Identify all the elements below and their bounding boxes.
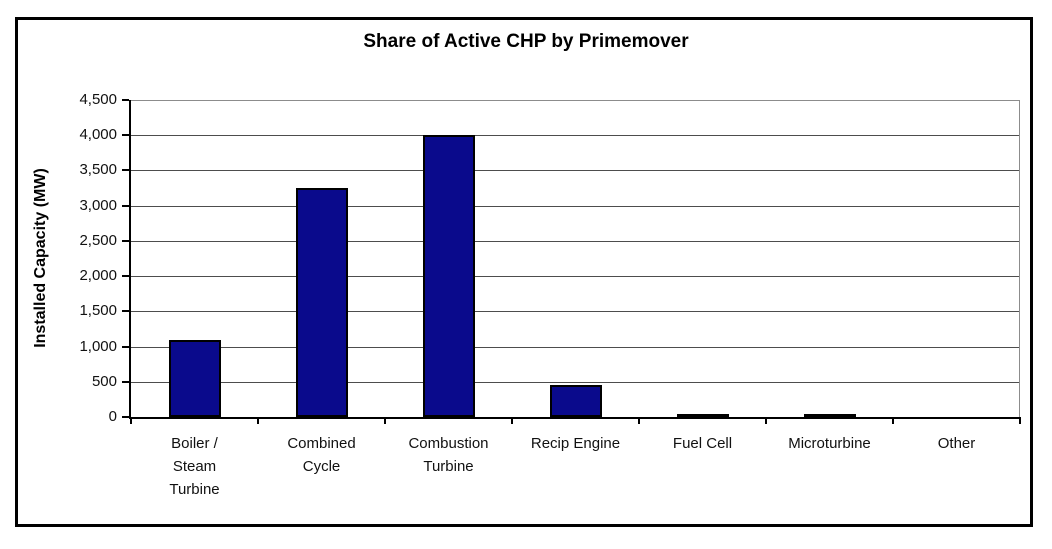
x-axis-label: Fuel Cell	[672, 435, 733, 452]
x-axis-line	[129, 417, 1020, 419]
y-tick-mark	[122, 380, 129, 383]
x-tick-mark	[384, 417, 386, 424]
x-tick-mark	[892, 417, 894, 424]
x-tick-mark	[257, 417, 259, 424]
plot-right-border	[1019, 100, 1020, 417]
y-tick-mark	[122, 134, 129, 137]
y-tick-mark	[122, 275, 129, 278]
bar	[803, 414, 856, 418]
gridline	[131, 346, 1020, 348]
bar	[168, 340, 221, 417]
x-axis-label: Microturbine	[788, 435, 871, 452]
x-axis-label: Combined Cycle	[287, 435, 356, 475]
x-tick-mark	[1019, 417, 1021, 424]
x-axis-label: Recip Engine	[530, 435, 621, 452]
gridline	[131, 311, 1020, 313]
x-tick-mark	[638, 417, 640, 424]
y-tick-label: 1,000	[79, 337, 117, 355]
y-tick-label: 3,500	[79, 161, 117, 179]
y-tick-label: 2,500	[79, 231, 117, 249]
gridline	[131, 205, 1020, 207]
y-tick-mark	[122, 99, 129, 101]
gridline	[131, 135, 1020, 137]
gridline	[131, 170, 1020, 172]
x-axis-label: Combustion Turbine	[408, 435, 489, 475]
chart-frame	[15, 17, 1033, 527]
x-tick-mark	[765, 417, 767, 424]
plot-area	[122, 99, 1021, 424]
y-tick-label: 500	[91, 372, 117, 390]
x-axis-label: Boiler / Steam Turbine	[169, 435, 220, 498]
y-tick-mark	[122, 239, 129, 242]
bar	[549, 385, 602, 417]
x-axis-labels: Boiler / Steam Turbine Combined Cycle Comb…	[131, 432, 1020, 501]
y-axis-tick-labels: 0 500 1,000 1,500 2,000 2,500 3,000 3,500 4,000 4…	[0, 91, 117, 425]
bar	[422, 135, 475, 417]
y-tick-label: 1,500	[79, 302, 117, 320]
y-axis-line	[129, 100, 131, 419]
y-tick-mark	[122, 169, 129, 172]
x-tick-mark	[130, 417, 132, 424]
y-tick-mark	[122, 310, 129, 313]
y-tick-label: 0	[108, 408, 117, 425]
bar	[295, 188, 348, 417]
bar	[676, 414, 729, 418]
y-tick-label: 4,000	[79, 126, 117, 144]
y-tick-label: 2,000	[79, 267, 117, 285]
gridline	[131, 100, 1020, 101]
chart-title: Share of Active CHP by Primemover	[363, 31, 689, 52]
x-axis-label: Other	[937, 435, 976, 452]
gridline	[131, 381, 1020, 383]
y-tick-mark	[122, 204, 129, 207]
y-tick-mark	[122, 345, 129, 348]
gridline	[131, 240, 1020, 242]
y-tick-mark	[122, 416, 129, 418]
x-tick-mark	[511, 417, 513, 424]
gridline	[131, 276, 1020, 278]
y-tick-label: 3,000	[79, 196, 117, 214]
y-tick-label: 4,500	[79, 91, 117, 108]
